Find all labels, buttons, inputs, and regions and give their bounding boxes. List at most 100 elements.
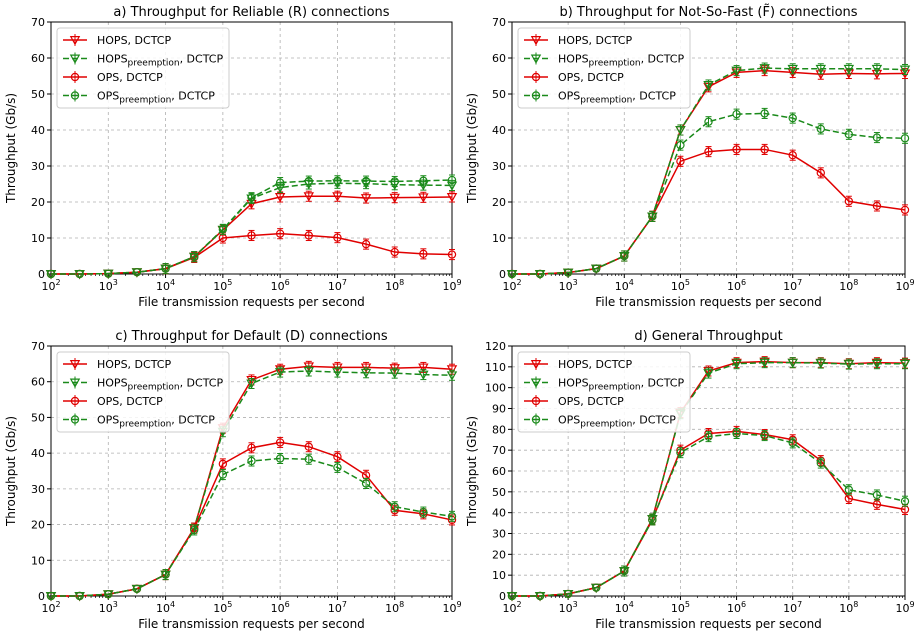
legend-item: HOPS, DCTCP bbox=[63, 34, 171, 47]
data-point bbox=[447, 250, 457, 259]
plot-frame bbox=[50, 21, 453, 275]
series-line bbox=[512, 432, 906, 597]
data-point bbox=[563, 589, 573, 599]
y-tick-label: 60 bbox=[492, 465, 506, 478]
data-point bbox=[46, 591, 56, 601]
x-tick-label: 106 bbox=[727, 600, 746, 615]
legend-label: OPS, DCTCP bbox=[97, 395, 163, 408]
data-point bbox=[732, 109, 741, 119]
x-tick-label: 108 bbox=[385, 278, 404, 293]
data-point bbox=[161, 570, 170, 579]
chart-panel-4: d) General Throughput 102 103 104 105 106 107 1… bbox=[465, 329, 914, 631]
legend: HOPS, DCTCP HOPSpreemption, DCTCP OPS, DCT… bbox=[56, 351, 230, 433]
x-tick-label: 107 bbox=[328, 278, 347, 293]
y-tick-label: 30 bbox=[492, 160, 506, 173]
y-tick-label: 60 bbox=[31, 376, 45, 389]
data-point bbox=[190, 252, 199, 261]
data-point bbox=[332, 363, 343, 373]
data-point bbox=[815, 359, 827, 369]
x-axis-label: File transmission requests per second bbox=[595, 295, 822, 309]
chart-panel-2: b) Throughput for Not-So-Fast (F̃) conne… bbox=[465, 5, 914, 309]
legend-item: OPS, DCTCP bbox=[524, 395, 624, 408]
legend: HOPS, DCTCP HOPSpreemption, DCTCP OPS, DCT… bbox=[517, 351, 691, 433]
data-point bbox=[389, 369, 400, 379]
legend-item: OPS, DCTCP bbox=[63, 395, 163, 408]
legend-label: OPS, DCTCP bbox=[558, 395, 624, 408]
series-line bbox=[512, 430, 906, 597]
data-point bbox=[732, 429, 741, 438]
y-axis-label: Throughput (Gb/s) bbox=[465, 416, 479, 527]
series-4 bbox=[46, 174, 457, 279]
y-tick-label: 70 bbox=[31, 340, 45, 353]
data-point bbox=[816, 124, 825, 134]
y-tick-label: 30 bbox=[492, 528, 506, 541]
data-point bbox=[703, 369, 714, 379]
data-point bbox=[844, 485, 854, 494]
data-point bbox=[390, 502, 399, 511]
data-point bbox=[275, 438, 285, 447]
data-point bbox=[759, 358, 770, 369]
series-4 bbox=[46, 453, 457, 601]
y-tick-label: 50 bbox=[492, 486, 506, 499]
chart-title: c) Throughput for Default (D) connection… bbox=[115, 329, 388, 344]
x-tick-label: 109 bbox=[895, 278, 914, 293]
data-point bbox=[247, 231, 256, 240]
y-ticks: 0 10 20 30 40 50 60 70 bbox=[31, 16, 51, 281]
x-tick-label: 106 bbox=[271, 278, 290, 293]
data-point bbox=[275, 454, 285, 463]
data-point bbox=[419, 507, 428, 517]
data-point bbox=[760, 431, 769, 440]
y-tick-label: 20 bbox=[492, 548, 506, 561]
data-point bbox=[304, 231, 313, 240]
data-point bbox=[620, 566, 629, 576]
y-tick-label: 40 bbox=[31, 124, 45, 137]
data-point bbox=[788, 113, 797, 123]
data-point bbox=[843, 360, 855, 370]
data-point bbox=[104, 269, 113, 278]
y-tick-label: 30 bbox=[31, 483, 45, 496]
y-tick-label: 90 bbox=[492, 403, 506, 416]
data-point bbox=[816, 168, 825, 178]
y-tick-label: 80 bbox=[492, 423, 506, 436]
x-tick-label: 103 bbox=[559, 278, 578, 293]
y-tick-label: 50 bbox=[31, 411, 45, 424]
legend-item: OPS, DCTCP bbox=[63, 71, 163, 84]
y-tick-label: 20 bbox=[31, 519, 45, 532]
legend-item: HOPSpreemption, DCTCP bbox=[63, 376, 223, 393]
chart-title: d) General Throughput bbox=[634, 329, 782, 344]
x-tick-label: 105 bbox=[213, 278, 232, 293]
x-tick-label: 108 bbox=[839, 278, 858, 293]
y-tick-label: 10 bbox=[31, 232, 45, 245]
data-point bbox=[75, 269, 84, 279]
data-point bbox=[390, 177, 399, 186]
data-point bbox=[333, 233, 342, 242]
data-point bbox=[333, 463, 342, 472]
x-tick-label: 106 bbox=[727, 278, 746, 293]
data-point bbox=[731, 66, 742, 77]
legend-box bbox=[56, 351, 230, 433]
data-point bbox=[332, 192, 343, 202]
data-point bbox=[676, 140, 685, 150]
y-tick-label: 20 bbox=[492, 196, 506, 209]
x-tick-label: 102 bbox=[502, 600, 521, 615]
y-tick-label: 0 bbox=[38, 590, 45, 603]
y-axis-label: Throughput (Gb/s) bbox=[4, 93, 18, 204]
chart-title: b) Throughput for Not-So-Fast (F̃) conne… bbox=[559, 5, 857, 20]
y-tick-label: 40 bbox=[31, 447, 45, 460]
x-tick-label: 104 bbox=[156, 600, 175, 615]
data-point bbox=[535, 269, 545, 279]
data-point bbox=[507, 269, 517, 279]
legend-label: OPSpreemption, DCTCP bbox=[558, 90, 676, 106]
data-point bbox=[704, 117, 713, 126]
data-point bbox=[731, 359, 742, 370]
chart-panel-1: a) Throughput for Reliable (R) connectio… bbox=[4, 5, 462, 309]
x-ticks: 102 103 104 105 106 107 108 109 bbox=[502, 596, 914, 615]
x-tick-label: 103 bbox=[99, 600, 118, 615]
data-point bbox=[676, 157, 685, 166]
data-point bbox=[389, 193, 400, 204]
legend-item: OPSpreemption, DCTCP bbox=[63, 89, 215, 106]
legend-label: HOPSpreemption, DCTCP bbox=[97, 377, 223, 393]
x-tick-label: 108 bbox=[385, 600, 404, 615]
x-tick-label: 105 bbox=[671, 278, 690, 293]
x-tick-label: 109 bbox=[442, 600, 461, 615]
